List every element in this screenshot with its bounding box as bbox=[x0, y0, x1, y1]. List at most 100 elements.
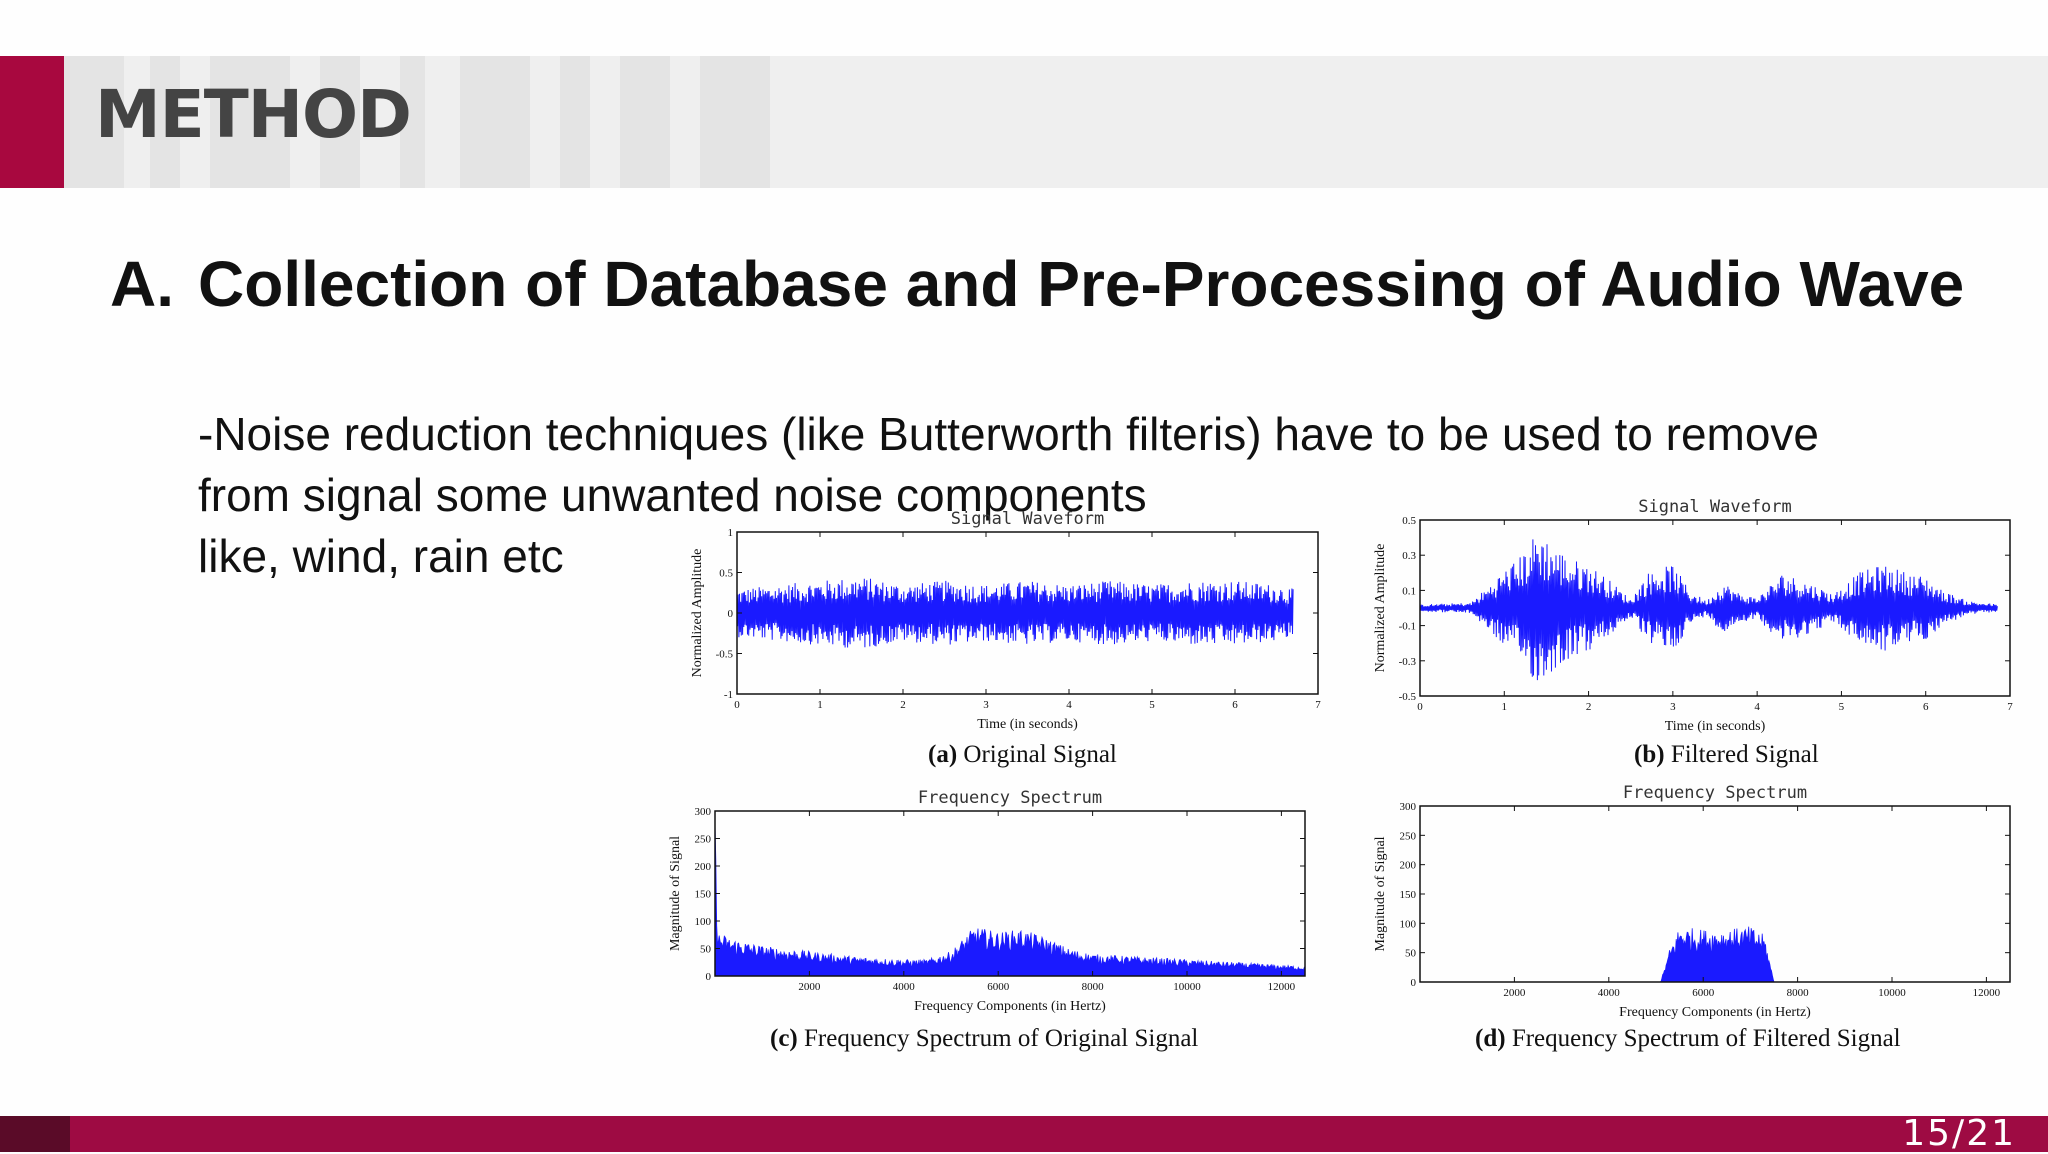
chart-title: Frequency Spectrum bbox=[918, 788, 1102, 808]
x-tick-label: 4000 bbox=[1598, 987, 1621, 999]
x-tick-label: 12000 bbox=[1973, 987, 2001, 999]
spectrum-area bbox=[714, 822, 1306, 977]
x-tick-label: 5 bbox=[1149, 699, 1155, 711]
y-tick-label: 200 bbox=[695, 861, 712, 873]
signal-waveform bbox=[1419, 539, 1998, 681]
y-tick-label: 300 bbox=[695, 806, 712, 818]
y-axis-label: Magnitude of Signal bbox=[1373, 836, 1388, 951]
x-tick-label: 0 bbox=[734, 699, 740, 711]
caption-label: (c) bbox=[770, 1025, 798, 1052]
caption-text: Filtered Signal bbox=[1670, 741, 1819, 768]
figure-filtered-signal: Signal Waveform 0 1 2 3 4 5 6 7 -0.5 -0.3 -0.1 0.1 0.… bbox=[1360, 492, 2020, 742]
x-tick-label: 2000 bbox=[1503, 987, 1526, 999]
x-tick-label: 4000 bbox=[893, 981, 916, 993]
y-tick-label: -0.5 bbox=[1399, 691, 1417, 703]
y-axis-label: Normalized Amplitude bbox=[690, 549, 705, 678]
caption-filtered-signal: (b) Filtered Signal bbox=[1634, 741, 1819, 769]
x-tick-label: 6 bbox=[1232, 699, 1238, 711]
chart-title: Signal Waveform bbox=[1638, 497, 1792, 517]
caption-text: Frequency Spectrum of Filtered Signal bbox=[1511, 1025, 1901, 1052]
x-tick-label: 8000 bbox=[1787, 987, 1810, 999]
x-axis-label: Time (in seconds) bbox=[1665, 719, 1766, 734]
x-tick-label: 7 bbox=[2007, 701, 2013, 713]
y-axis-label: Normalized Amplitude bbox=[1373, 544, 1388, 673]
x-tick-label: 3 bbox=[1670, 701, 1676, 713]
x-tick-label: 10000 bbox=[1878, 987, 1906, 999]
figure-original-signal: Signal Waveform 0 1 2 3 4 5 6 7 -1 -0.5 0 0.5 1 Time (… bbox=[680, 500, 1330, 735]
y-tick-label: 150 bbox=[1400, 889, 1417, 901]
y-tick-label: 0.1 bbox=[1402, 585, 1416, 597]
y-tick-label: 100 bbox=[695, 916, 712, 928]
chart-a: Signal Waveform 0 1 2 3 4 5 6 7 -1 -0.5 0 0.5 1 Time (… bbox=[690, 509, 1321, 732]
heading-text: Collection of Database and Pre-Processin… bbox=[198, 248, 1965, 320]
y-tick-label: 200 bbox=[1400, 860, 1417, 872]
y-tick-label: 0 bbox=[728, 608, 734, 620]
chart-title: Frequency Spectrum bbox=[1623, 783, 1807, 803]
caption-original-signal: (a) Original Signal bbox=[928, 741, 1117, 769]
figure-spectrum-original: Frequency Spectrum 2000 4000 6000 8000 10000 1… bbox=[665, 786, 1315, 1021]
y-tick-label: 0.5 bbox=[1402, 515, 1416, 527]
x-tick-label: 2 bbox=[900, 699, 906, 711]
header-band bbox=[0, 56, 2048, 188]
caption-text: Original Signal bbox=[963, 741, 1117, 768]
caption-spectrum-original: (c) Frequency Spectrum of Original Signa… bbox=[770, 1025, 1198, 1053]
signal-waveform bbox=[736, 578, 1294, 648]
figure-spectrum-filtered: Frequency Spectrum 2000 4000 6000 8000 10000 1… bbox=[1360, 776, 2020, 1026]
x-tick-label: 5 bbox=[1839, 701, 1845, 713]
chart-title: Signal Waveform bbox=[951, 509, 1105, 529]
footer-bar: 15/21 bbox=[0, 1116, 2048, 1152]
caption-text: Frequency Spectrum of Original Signal bbox=[804, 1025, 1199, 1052]
x-tick-label: 1 bbox=[1502, 701, 1508, 713]
y-tick-label: 1 bbox=[728, 527, 734, 539]
x-axis-label: Frequency Components (in Hertz) bbox=[914, 999, 1106, 1014]
y-tick-label: -0.3 bbox=[1399, 656, 1417, 668]
chart-b: Signal Waveform 0 1 2 3 4 5 6 7 -0.5 -0.3 -0.1 0.1 0.… bbox=[1373, 497, 2013, 734]
x-axis-label: Time (in seconds) bbox=[977, 717, 1078, 732]
body-line: from signal some unwanted noise componen… bbox=[198, 469, 1147, 521]
x-tick-label: 4 bbox=[1754, 701, 1760, 713]
spectrum-area bbox=[1420, 926, 2010, 983]
body-line: -Noise reduction techniques (like Butter… bbox=[198, 408, 1820, 460]
x-tick-label: 6000 bbox=[1692, 987, 1715, 999]
body-line: like, wind, rain etc bbox=[198, 530, 564, 582]
caption-label: (d) bbox=[1475, 1025, 1506, 1052]
caption-spectrum-filtered: (d) Frequency Spectrum of Filtered Signa… bbox=[1475, 1025, 1901, 1053]
x-tick-label: 1 bbox=[817, 699, 823, 711]
y-tick-label: 100 bbox=[1400, 918, 1417, 930]
y-tick-label: 250 bbox=[1400, 830, 1417, 842]
x-axis-label: Frequency Components (in Hertz) bbox=[1619, 1005, 1811, 1020]
slide-title: METHOD bbox=[95, 76, 412, 153]
y-tick-label: -0.1 bbox=[1399, 621, 1416, 633]
y-tick-label: -0.5 bbox=[716, 649, 734, 661]
y-tick-label: 50 bbox=[700, 944, 712, 956]
x-tick-label: 6000 bbox=[987, 981, 1010, 993]
x-tick-label: 12000 bbox=[1268, 981, 1296, 993]
x-tick-label: 2 bbox=[1586, 701, 1592, 713]
header-accent-bar bbox=[0, 56, 64, 188]
y-tick-label: 50 bbox=[1405, 948, 1417, 960]
y-tick-label: 150 bbox=[695, 889, 712, 901]
y-tick-label: 0 bbox=[706, 971, 712, 983]
x-tick-label: 4 bbox=[1066, 699, 1072, 711]
x-tick-label: 0 bbox=[1417, 701, 1423, 713]
y-tick-label: 0 bbox=[1411, 977, 1417, 989]
footer-accent bbox=[0, 1116, 70, 1152]
plot-frame bbox=[1419, 519, 2011, 697]
caption-label: (a) bbox=[928, 741, 958, 768]
body-text: -Noise reduction techniques (like Butter… bbox=[198, 404, 1819, 587]
y-tick-label: 250 bbox=[695, 834, 712, 846]
x-tick-label: 8000 bbox=[1082, 981, 1105, 993]
x-tick-label: 3 bbox=[983, 699, 989, 711]
y-tick-label: 300 bbox=[1400, 801, 1417, 813]
y-axis-label: Magnitude of Signal bbox=[668, 836, 683, 951]
caption-label: (b) bbox=[1634, 741, 1665, 768]
x-tick-label: 2000 bbox=[798, 981, 821, 993]
y-tick-label: 0.3 bbox=[1402, 550, 1416, 562]
heading-marker: A. bbox=[110, 248, 174, 320]
y-tick-label: 0.5 bbox=[719, 568, 733, 580]
x-tick-label: 7 bbox=[1315, 699, 1321, 711]
page-number: 15/21 bbox=[1902, 1113, 2016, 1154]
x-tick-label: 10000 bbox=[1173, 981, 1201, 993]
